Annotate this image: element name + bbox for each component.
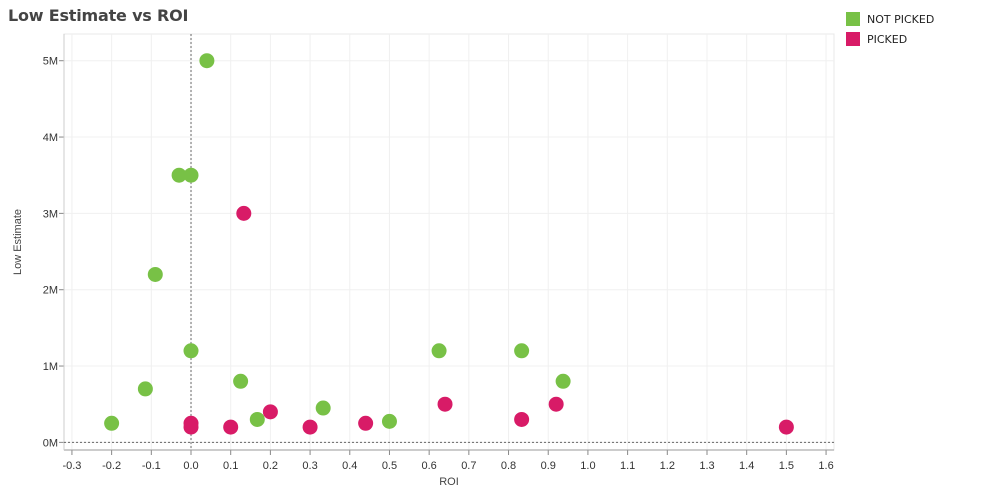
data-point-picked xyxy=(262,404,278,420)
data-point-picked xyxy=(778,419,794,435)
x-tick-label: 1.4 xyxy=(739,460,754,472)
x-tick-label: -0.2 xyxy=(102,460,121,472)
x-axis-label: ROI xyxy=(439,476,459,488)
x-tick-label: 1.2 xyxy=(660,460,675,472)
legend-swatch-picked xyxy=(846,32,860,46)
chart-title: Low Estimate vs ROI xyxy=(8,6,189,25)
x-tick-label: 0.9 xyxy=(541,460,556,472)
x-tick-label: 1.0 xyxy=(580,460,595,472)
y-tick-label: 5M xyxy=(43,56,58,68)
data-point-not-picked xyxy=(381,413,397,429)
data-point-picked xyxy=(437,396,453,412)
legend-item-picked[interactable]: PICKED xyxy=(846,29,934,49)
y-tick-label: 3M xyxy=(43,208,58,220)
legend-label-picked: PICKED xyxy=(867,32,908,46)
legend-swatch-not-picked xyxy=(846,12,860,26)
y-tick-label: 4M xyxy=(43,132,58,144)
data-point-picked xyxy=(302,419,318,435)
x-tick-label: -0.1 xyxy=(142,460,161,472)
legend-label-not-picked: NOT PICKED xyxy=(867,12,935,26)
y-axis-label: Low Estimate xyxy=(12,209,24,275)
x-tick-label: 0.1 xyxy=(223,460,238,472)
data-point-picked xyxy=(236,205,252,221)
data-point-picked xyxy=(183,419,199,435)
data-point-not-picked xyxy=(171,167,187,183)
y-tick-label: 1M xyxy=(43,361,58,373)
y-tick-label: 0M xyxy=(43,437,58,449)
data-point-picked xyxy=(548,396,564,412)
x-tick-label: 0.8 xyxy=(501,460,516,472)
x-tick-label: 0.7 xyxy=(461,460,476,472)
data-point-not-picked xyxy=(183,343,199,359)
data-point-not-picked xyxy=(514,343,530,359)
legend: NOT PICKED PICKED xyxy=(846,9,934,49)
x-tick-label: 0.0 xyxy=(183,460,198,472)
data-point-picked xyxy=(358,415,374,431)
data-point-not-picked xyxy=(147,266,163,282)
data-point-not-picked xyxy=(199,53,215,69)
data-point-not-picked xyxy=(249,411,265,427)
legend-item-not-picked[interactable]: NOT PICKED xyxy=(846,9,934,29)
data-point-not-picked xyxy=(183,167,199,183)
data-point-not-picked xyxy=(315,400,331,416)
plot-frame xyxy=(63,33,835,451)
y-tick-label: 2M xyxy=(43,285,58,297)
data-point-not-picked xyxy=(137,381,153,397)
x-tick-label: 1.6 xyxy=(818,460,833,472)
x-tick-label: 0.4 xyxy=(342,460,357,472)
x-tick-label: -0.3 xyxy=(62,460,81,472)
data-point-picked xyxy=(223,419,239,435)
data-point-not-picked xyxy=(555,373,571,389)
data-point-not-picked xyxy=(431,343,447,359)
x-tick-label: 1.5 xyxy=(779,460,794,472)
data-point-picked xyxy=(514,411,530,427)
x-tick-label: 0.5 xyxy=(382,460,397,472)
data-point-not-picked xyxy=(233,373,249,389)
x-tick-label: 0.6 xyxy=(422,460,437,472)
x-tick-label: 0.3 xyxy=(302,460,317,472)
x-tick-label: 0.2 xyxy=(263,460,278,472)
x-tick-label: 1.3 xyxy=(699,460,714,472)
data-point-not-picked xyxy=(104,415,120,431)
x-tick-label: 1.1 xyxy=(620,460,635,472)
